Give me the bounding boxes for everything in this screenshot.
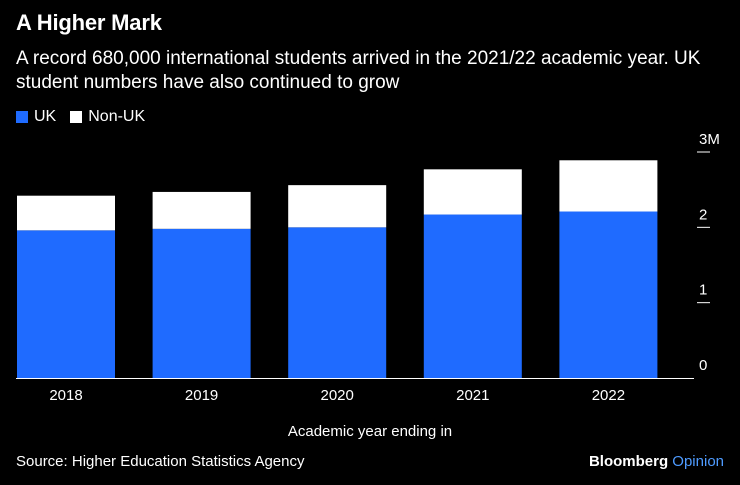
x-tick-label-2019: 2019 [185, 387, 218, 404]
y-tick-label-0: 0 [699, 357, 707, 374]
chart-subtitle: A record 680,000 international students … [16, 48, 701, 93]
x-axis-label: Academic year ending in [288, 423, 452, 440]
legend-label-uk: UK [34, 108, 57, 125]
bar-uk-2018 [17, 230, 115, 378]
bar-uk-2020 [288, 227, 387, 378]
y-tick-label-1: 1 [699, 282, 707, 299]
bar-non-uk-2018 [17, 195, 115, 231]
bar-non-uk-2021 [423, 169, 522, 215]
source-note: Source: Higher Education Statistics Agen… [16, 453, 305, 470]
x-tick-label-2018: 2018 [49, 387, 82, 404]
bar-non-uk-2019 [152, 191, 251, 229]
bar-uk-2019 [152, 228, 251, 378]
x-tick-label-2020: 2020 [321, 387, 354, 404]
bar-uk-2021 [423, 214, 522, 378]
bar-non-uk-2020 [288, 185, 387, 228]
legend-swatch-non-uk [70, 111, 83, 123]
y-tick-label-2: 2 [699, 206, 707, 223]
legend-swatch-uk [16, 111, 28, 123]
legend-item-non-uk: Non-UK [70, 108, 145, 126]
x-tick-label-2021: 2021 [456, 387, 489, 404]
brand-secondary: Opinion [672, 453, 724, 470]
legend: UK Non-UK [16, 108, 159, 126]
brand-logo: Bloomberg Opinion [589, 453, 724, 470]
chart-title: A Higher Mark [16, 10, 162, 35]
y-tick-label-3M: 3M [699, 131, 720, 148]
bar-non-uk-2022 [559, 160, 658, 212]
bar-uk-2022 [559, 211, 658, 378]
brand-primary: Bloomberg [588, 453, 669, 470]
x-tick-label-2022: 2022 [592, 387, 625, 404]
legend-label-non-uk: Non-UK [88, 108, 146, 125]
legend-item-uk: UK [16, 108, 56, 126]
